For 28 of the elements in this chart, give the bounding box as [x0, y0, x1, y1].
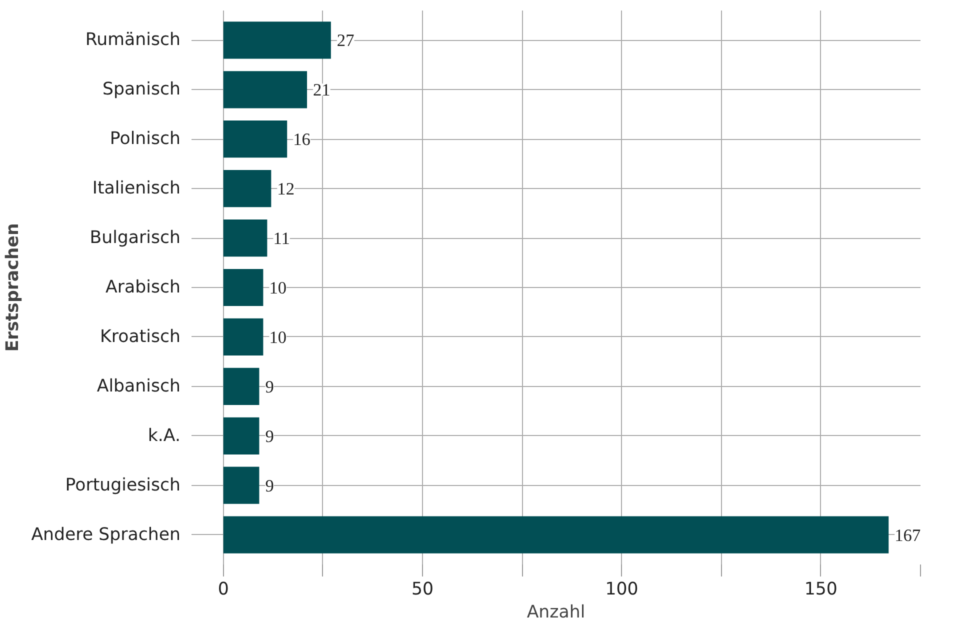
data-label: 10: [269, 328, 287, 347]
y-axis-title: Erstsprachen: [3, 223, 24, 352]
x-tick-label: 0: [218, 580, 229, 600]
data-label: 9: [265, 476, 274, 496]
y-tick-label: Portugiesisch: [65, 475, 181, 496]
y-tick-label: Polnisch: [110, 129, 181, 150]
data-label: 27: [336, 31, 355, 50]
data-label: 11: [273, 229, 290, 248]
x-tick-label: 100: [605, 580, 638, 600]
y-tick-label: Italienisch: [92, 178, 181, 199]
y-tick-label: Spanisch: [102, 80, 180, 100]
y-tick-label: Albanisch: [96, 376, 181, 396]
data-label: 167: [894, 526, 921, 545]
y-tick-label: Kroatisch: [100, 326, 181, 347]
y-tick-label: Bulgarisch: [90, 228, 181, 248]
data-label: 16: [293, 130, 311, 150]
y-tick-label: Arabisch: [106, 278, 181, 298]
data-label: 10: [269, 278, 287, 298]
y-tick-label: Rumänisch: [85, 30, 180, 50]
y-tick-label: k.A.: [148, 426, 181, 446]
data-label: 21: [313, 80, 330, 100]
x-tick-label: 150: [804, 580, 838, 600]
data-label: 9: [265, 426, 274, 446]
data-label: 12: [277, 180, 294, 199]
x-axis-title: Anzahl: [526, 602, 586, 622]
y-tick-label: Andere Sprachen: [31, 524, 181, 545]
x-tick-label: 50: [412, 580, 434, 600]
data-label: 9: [265, 377, 274, 396]
